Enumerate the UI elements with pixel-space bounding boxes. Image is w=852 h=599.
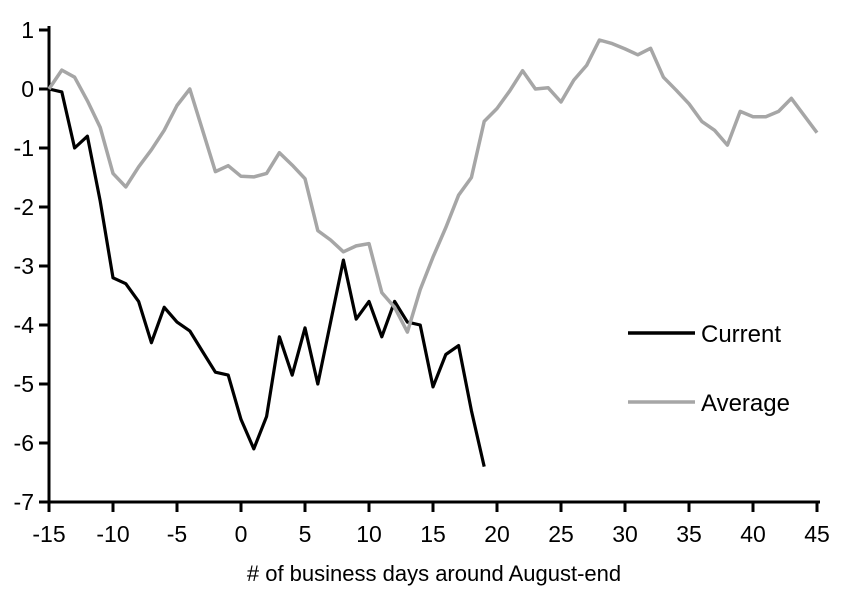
x-axis-title: # of business days around August-end xyxy=(247,561,621,586)
x-tick-label: 35 xyxy=(676,521,702,547)
x-tick-label: 20 xyxy=(484,521,510,547)
data-series xyxy=(47,38,819,467)
x-tick-label: 30 xyxy=(612,521,638,547)
y-tick-label: -1 xyxy=(14,135,34,161)
y-tick-label: -4 xyxy=(14,312,35,338)
x-tick-label: 25 xyxy=(548,521,574,547)
y-tick-label: -3 xyxy=(14,253,34,279)
x-tick-label: 45 xyxy=(804,521,830,547)
x-tick-label: 5 xyxy=(299,521,312,547)
x-tick-label: -15 xyxy=(32,521,65,547)
legend-label-current: Current xyxy=(701,321,781,348)
axis-labels: 10-1-2-3-4-5-6-7-15 -10 -5 0 5 10 15 20 25 30 35 40… xyxy=(14,17,830,547)
x-tick-label: -10 xyxy=(96,521,129,547)
current-line-series xyxy=(48,87,486,467)
y-tick-label: 0 xyxy=(21,76,34,102)
x-tick-label: 0 xyxy=(235,521,248,547)
x-tick-label: 40 xyxy=(740,521,766,547)
legend-label-average: Average xyxy=(701,390,790,417)
y-tick-label: -5 xyxy=(14,371,34,397)
y-tick-label: -6 xyxy=(14,430,34,456)
legend: Current Average xyxy=(628,321,790,417)
x-tick-label: 15 xyxy=(420,521,446,547)
x-tick-label: 10 xyxy=(356,521,382,547)
y-tick-label: -7 xyxy=(14,489,34,515)
x-tick-label: -5 xyxy=(167,521,187,547)
average-line-series xyxy=(47,38,819,334)
y-tick-label: -2 xyxy=(14,194,34,220)
axes xyxy=(39,26,820,512)
y-tick-label: 1 xyxy=(21,17,34,43)
